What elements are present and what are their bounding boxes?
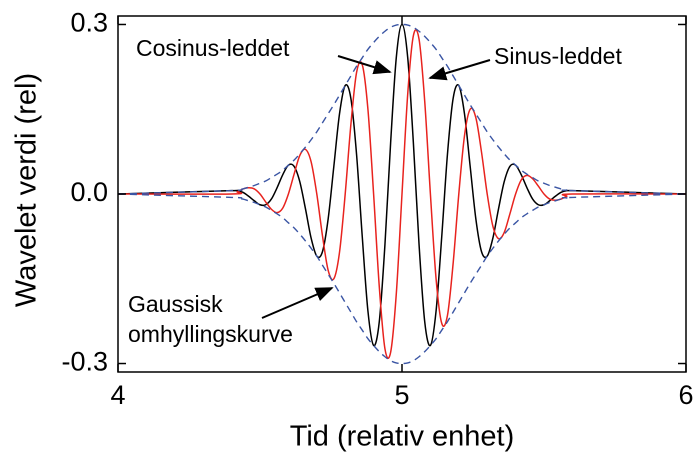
x-tick-label: 6 (678, 380, 693, 410)
annotation-arrow (261, 287, 334, 319)
x-axis-title: Tid (relativ enhet) (290, 421, 515, 453)
y-axis-title: Wavelet verdi (rel) (11, 73, 43, 307)
y-tick-label: 0.3 (70, 8, 108, 38)
annotation-arrow (428, 59, 491, 81)
x-tick-label: 5 (394, 380, 409, 410)
annotation-arrow (337, 55, 392, 75)
plot-area (117, 23, 687, 365)
wave-line (117, 29, 687, 359)
wave-line (117, 23, 687, 347)
y-tick-label: 0.0 (70, 177, 108, 207)
annotation: omhyllingskurve (128, 321, 293, 347)
annotation: Cosinus-leddet (136, 35, 290, 61)
x-tick-label: 4 (110, 380, 125, 410)
annotation: Sinus-leddet (494, 43, 622, 69)
y-tick-label: -0.3 (61, 347, 108, 377)
annotation: Gaussisk (128, 291, 223, 317)
